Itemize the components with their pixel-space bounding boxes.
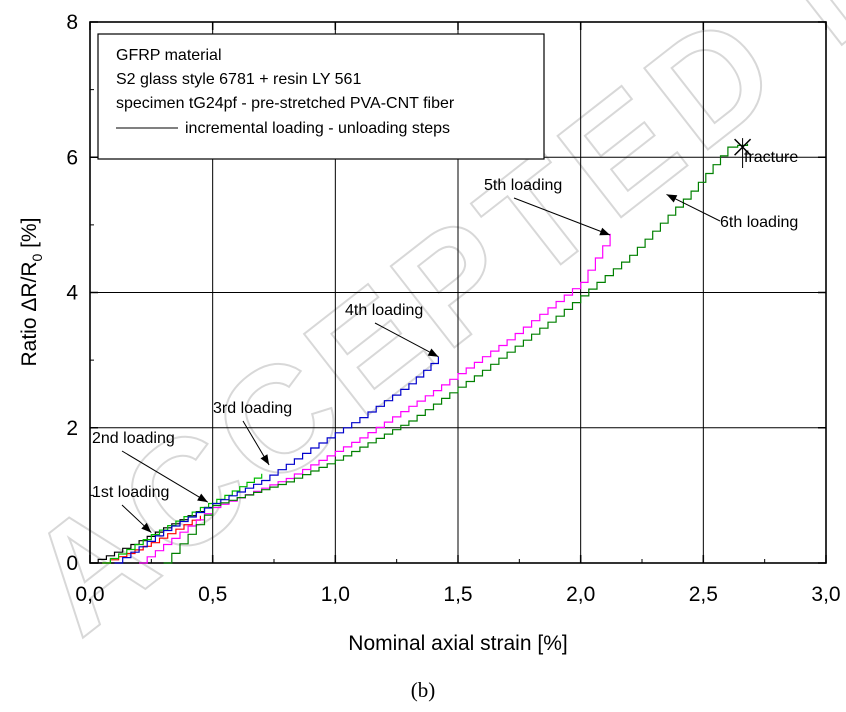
annotation-label: 5th loading <box>484 177 562 194</box>
x-tick-label: 0,5 <box>198 583 227 606</box>
annotations: 1st loading 2nd loading 3rd loading 4th loa… <box>92 138 798 533</box>
y-tick-label: 6 <box>66 146 78 169</box>
legend-line-3: specimen tG24pf - pre-stretched PVA-CNT … <box>116 95 455 112</box>
annotation-label: fracture <box>744 149 798 166</box>
y-axis-title-main: Ratio ΔR/R <box>18 261 41 366</box>
x-tick-label: 1,0 <box>321 583 350 606</box>
figure-caption: (b) <box>411 678 436 702</box>
y-axis-title-unit: [%] <box>18 217 41 253</box>
y-axis-title-sub: 0 <box>29 253 45 261</box>
y-axis-title: Ratio ΔR/R0 [%] <box>18 217 45 366</box>
legend-line-2: S2 glass style 6781 + resin LY 561 <box>116 71 361 88</box>
annotation-arrowhead <box>141 522 152 533</box>
annotation-label: 6th loading <box>720 214 798 231</box>
annotation-arrowhead <box>427 348 439 357</box>
annotation-label: 4th loading <box>345 302 423 319</box>
annotation-arrowhead <box>666 194 678 203</box>
annotation-arrowhead <box>197 493 208 503</box>
x-tick-label: 3,0 <box>811 583 840 606</box>
series-line-4 <box>114 356 439 564</box>
y-tick-label: 8 <box>66 11 78 34</box>
annotation-arrow <box>121 450 209 503</box>
x-axis-title: Nominal axial strain [%] <box>348 632 567 655</box>
series-group <box>90 143 749 564</box>
y-tick-label: 2 <box>66 417 78 440</box>
annotation-arrowhead <box>599 227 611 236</box>
legend-line-1: GFRP material <box>116 47 222 64</box>
legend-entry: incremental loading - unloading steps <box>185 120 450 137</box>
x-tick-label: 0,0 <box>75 583 104 606</box>
annotation-label: 2nd loading <box>92 430 175 447</box>
x-tick-label: 2,5 <box>689 583 718 606</box>
annotation-label: 1st loading <box>92 484 169 501</box>
series-line-6 <box>163 143 749 564</box>
annotation-arrow <box>374 322 439 358</box>
series-line-5 <box>139 233 611 564</box>
annotation-arrow <box>513 197 611 236</box>
x-tick-label: 1,5 <box>443 583 472 606</box>
y-tick-label: 0 <box>66 552 78 575</box>
legend: GFRP material S2 glass style 6781 + resi… <box>97 33 545 160</box>
series-line-3 <box>102 473 263 564</box>
y-tick-label: 4 <box>66 282 78 305</box>
annotation-arrowhead <box>260 454 270 465</box>
x-axis: 0,0 0,5 1,0 1,5 2,0 2,5 3,0 <box>75 22 841 606</box>
annotation-label: 3rd loading <box>213 400 292 417</box>
legend-box <box>97 33 545 160</box>
x-tick-label: 2,0 <box>566 583 595 606</box>
